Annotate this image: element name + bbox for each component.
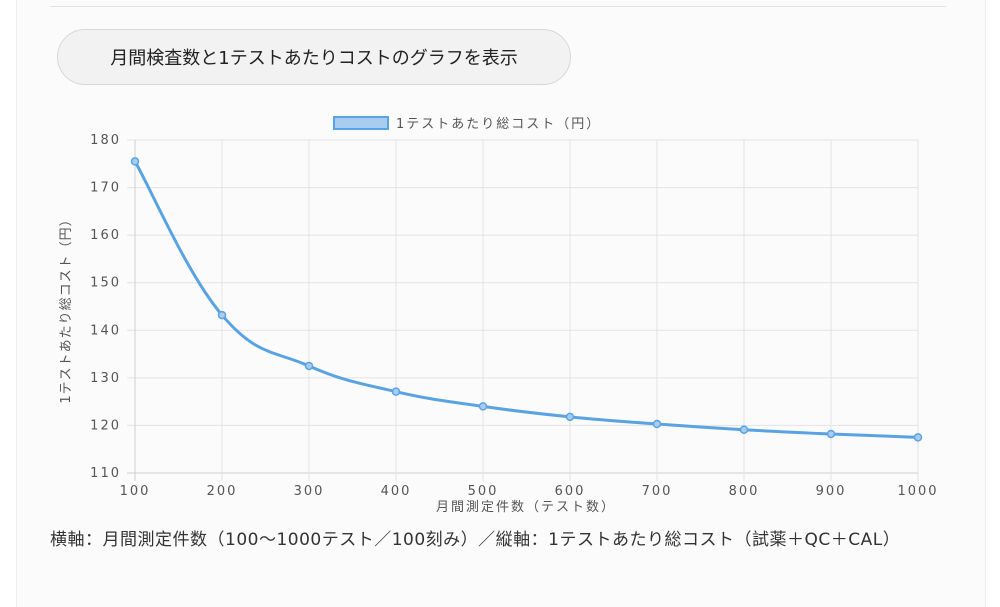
- data-point[interactable]: [913, 433, 923, 442]
- x-tick-label: 300: [294, 484, 325, 499]
- y-tick-label: 130: [90, 371, 121, 386]
- data-point[interactable]: [565, 412, 575, 422]
- series-line: [133, 160, 919, 439]
- y-tick-label: 170: [90, 181, 121, 196]
- show-graph-button[interactable]: 月間検査数と1テストあたりコストのグラフを表示: [57, 29, 571, 85]
- y-tick-label: 110: [90, 466, 121, 481]
- data-point[interactable]: [826, 429, 836, 439]
- data-point[interactable]: [478, 402, 488, 411]
- data-point[interactable]: [391, 387, 401, 396]
- x-tick-label: 400: [381, 484, 412, 499]
- y-axis-title: 1テストあたり総コスト（円）: [59, 212, 74, 403]
- show-graph-button-label: 月間検査数と1テストあたりコストのグラフを表示: [110, 48, 518, 69]
- x-tick-label: 1000: [897, 484, 938, 499]
- content-panel: [16, 0, 986, 607]
- x-tick-label: 700: [642, 484, 673, 499]
- data-point[interactable]: [130, 157, 140, 166]
- chart-legend: 1テストあたり総コスト（円）: [333, 116, 601, 132]
- y-tick-label: 140: [90, 323, 121, 338]
- data-point[interactable]: [217, 310, 227, 320]
- x-axis-title: 月間測定件数（テスト数）: [436, 500, 616, 515]
- legend-label: 1テストあたり総コスト（円）: [396, 117, 601, 132]
- chart-grid: [127, 139, 919, 481]
- chart-caption: 横軸：月間測定件数（100〜1000テスト／100刻み）／縦軸：1テストあたり総…: [50, 530, 901, 550]
- x-tick-label: 900: [816, 484, 847, 499]
- y-tick-label: 150: [90, 276, 121, 291]
- x-tick-label: 100: [120, 484, 151, 499]
- x-tick-label: 500: [468, 484, 499, 499]
- data-point[interactable]: [652, 419, 662, 429]
- cost-line-chart: 110 120 130 140 150 160 170 180 100 200 300 400 500…: [59, 116, 938, 515]
- x-tick-label: 600: [555, 484, 586, 499]
- data-point[interactable]: [304, 361, 314, 371]
- data-point[interactable]: [739, 425, 749, 434]
- series-layer: [130, 157, 923, 442]
- y-tick-label: 160: [90, 228, 121, 243]
- x-tick-label: 800: [729, 484, 760, 499]
- x-tick-labels: 100 200 300 400 500 600 700 800 900 1000: [120, 484, 938, 499]
- y-tick-labels: 110 120 130 140 150 160 170 180: [90, 133, 121, 481]
- y-tick-label: 180: [90, 133, 121, 148]
- divider: [50, 6, 946, 7]
- legend-swatch: [333, 116, 389, 130]
- x-tick-label: 200: [207, 484, 238, 499]
- y-tick-label: 120: [90, 418, 121, 433]
